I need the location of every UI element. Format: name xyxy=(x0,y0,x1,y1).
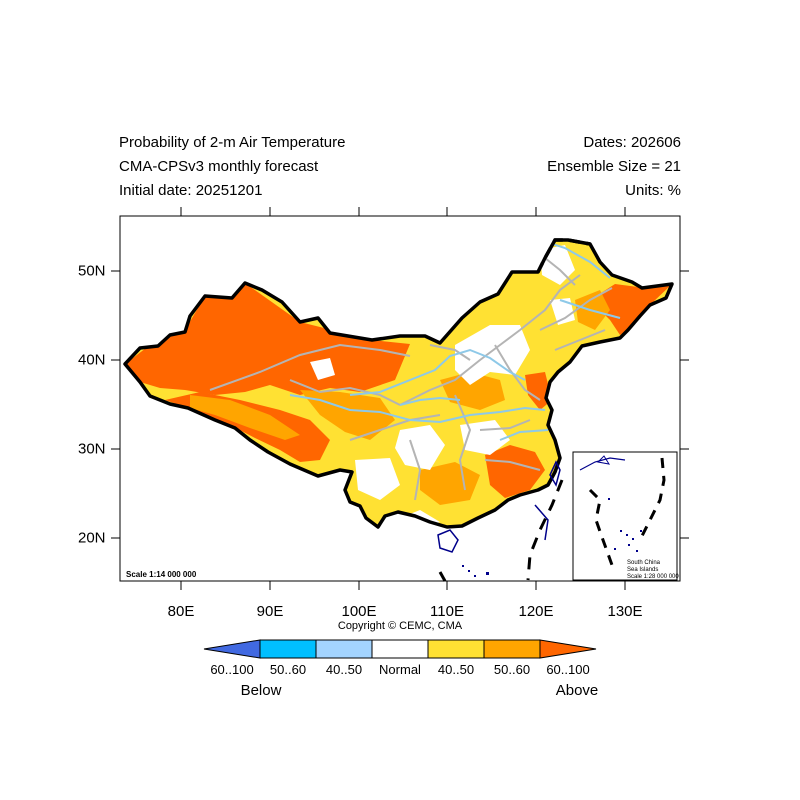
colorbar-label-above-60-100: 60..100 xyxy=(546,662,590,677)
axis-ticks xyxy=(111,207,689,590)
inset-scale-label: Scale 1:28 000 000 xyxy=(627,574,679,580)
normal-sichuan xyxy=(395,425,445,470)
shade-above-50-b xyxy=(300,390,395,440)
normal-patch-west xyxy=(310,358,335,380)
y-tick-50n: 50N xyxy=(78,262,106,280)
shade-above-60-southeast xyxy=(485,445,545,498)
coastline-south xyxy=(534,504,549,541)
colorbar-label-above-40-50: 40..50 xyxy=(437,662,475,677)
colorbar-label-below-60-100: 60..100 xyxy=(210,662,254,677)
normal-patch-ne xyxy=(550,298,575,325)
colorbar-label-normal: Normal xyxy=(379,662,421,677)
colorbar-swatch-below-60-100 xyxy=(203,639,261,659)
colorbar-swatch-above-60-100 xyxy=(539,639,597,659)
province-boundaries xyxy=(209,257,613,501)
small-islands xyxy=(462,565,489,577)
shade-above-50-d xyxy=(420,462,480,505)
y-tick-20n: 20N xyxy=(78,529,106,547)
inset-map xyxy=(579,455,666,566)
initial-date: Initial date: 20251201 xyxy=(119,182,263,199)
x-tick-130e: 130E xyxy=(607,603,643,620)
forecast-dates: Dates: 202606 xyxy=(583,134,681,151)
shade-above-50-a xyxy=(190,395,300,440)
shade-above-60-west xyxy=(125,283,410,395)
shade-above-60-east xyxy=(525,372,552,410)
y-tick-40n: 40N xyxy=(78,351,106,369)
china-border xyxy=(123,238,674,529)
dashed-nine-dash-line xyxy=(526,479,564,581)
colorbar-label-below-50-60: 50..60 xyxy=(269,662,307,677)
colorbar xyxy=(203,639,597,659)
map-scale-label: Scale 1:14 000 000 xyxy=(126,570,197,579)
ensemble-size: Ensemble Size = 21 xyxy=(547,158,681,175)
copyright: Copyright © CEMC, CMA xyxy=(337,620,463,632)
normal-yunnan xyxy=(355,458,400,500)
map-subtitle: CMA-CPSv3 monthly forecast xyxy=(119,158,319,175)
colorbar-swatch-normal xyxy=(371,639,429,659)
dash-south xyxy=(438,571,447,582)
colorbar-swatch-above-40-50 xyxy=(427,639,485,659)
colorbar-swatch-below-50-60 xyxy=(259,639,317,659)
inset-label-line2: Sea Islands xyxy=(627,567,659,573)
normal-north-china xyxy=(455,325,530,385)
colorbar-below-label: Below xyxy=(240,682,282,699)
inset-frame xyxy=(572,451,678,581)
colorbar-swatch-above-50-60 xyxy=(483,639,541,659)
hainan-island xyxy=(437,529,459,553)
x-tick-90e: 90E xyxy=(256,603,284,620)
colorbar-label-above-50-60: 50..60 xyxy=(493,662,531,677)
taiwan-island xyxy=(549,460,561,487)
x-tick-100e: 100E xyxy=(341,603,377,620)
inset-label-line1: South China xyxy=(627,560,661,566)
map-title: Probability of 2-m Air Temperature xyxy=(119,134,346,151)
x-tick-80e: 80E xyxy=(167,603,195,620)
y-tick-30n: 30N xyxy=(78,440,106,458)
colorbar-label-below-40-50: 40..50 xyxy=(325,662,363,677)
x-tick-120e: 120E xyxy=(518,603,554,620)
units: Units: % xyxy=(625,182,681,199)
x-tick-110e: 110E xyxy=(430,603,464,620)
rivers xyxy=(289,240,621,441)
colorbar-swatch-below-40-50 xyxy=(315,639,373,659)
inset-label: South China Sea Islands Scale 1:28 000 0… xyxy=(627,560,679,581)
dashed-border-north xyxy=(536,238,591,273)
shade-above-60-northeast xyxy=(590,284,672,335)
colorbar-above-label: Above xyxy=(555,682,599,699)
